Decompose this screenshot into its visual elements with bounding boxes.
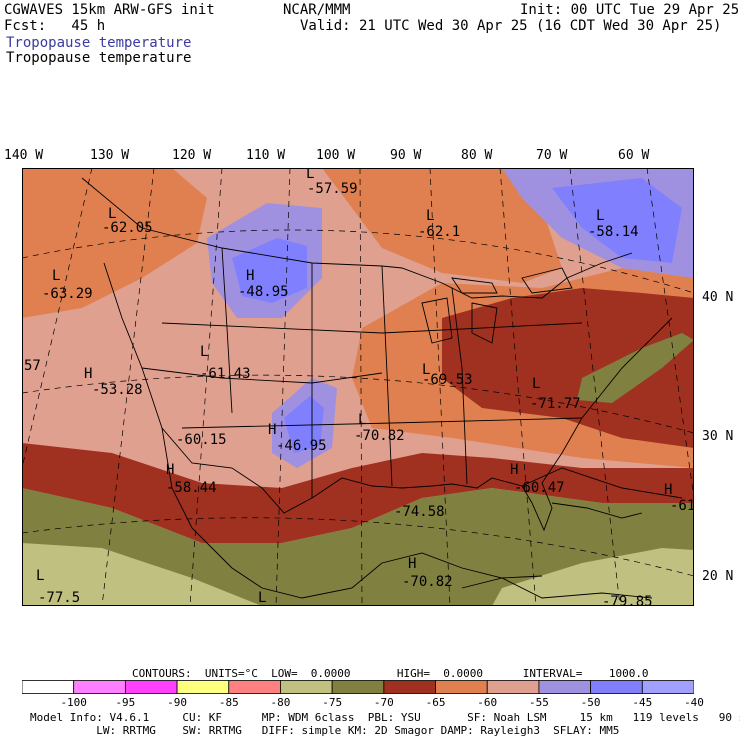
valid-time: Valid: 21 UTC Wed 30 Apr 25 (16 CDT Wed … xyxy=(300,18,722,34)
org-label: NCAR/MMM xyxy=(283,2,351,18)
tropopause-temperature-map: L -57.59 L -62.1 L -58.14 L -62.05 L -63… xyxy=(22,168,694,606)
init-time: Init: 00 UTC Tue 29 Apr 25 xyxy=(520,2,740,18)
center-label: L xyxy=(52,268,60,284)
shade-blue-nw xyxy=(232,238,307,303)
contours-info: CONTOURS: UNITS=°C LOW= 0.0000 HIGH= 0.0… xyxy=(132,667,649,680)
colorbar-label: -70 xyxy=(373,696,394,709)
center-value: -60.47 xyxy=(514,480,565,496)
center-label: L xyxy=(108,206,116,222)
center-value: -69.53 xyxy=(422,372,473,388)
center-value: -58.44 xyxy=(166,480,217,496)
center-value: -60.15 xyxy=(176,432,227,448)
center-value: -53.28 xyxy=(92,382,143,398)
lon-label: 70 W xyxy=(536,148,568,163)
shade-orange-north xyxy=(322,168,562,283)
lon-label: 140 W xyxy=(4,148,44,163)
center-value: -46.95 xyxy=(276,438,327,454)
colorbar-label: -90 xyxy=(167,696,187,709)
colorbar-label: -100 xyxy=(60,696,87,709)
center-value: -61.43 xyxy=(200,366,251,382)
lon-label: 60 W xyxy=(618,148,650,163)
center-value: -74.58 xyxy=(394,504,445,520)
center-label: L xyxy=(426,208,434,224)
center-value: -61 xyxy=(670,498,694,514)
center-label: L xyxy=(358,412,366,428)
center-value: -48.95 xyxy=(238,284,289,300)
center-value: -70.82 xyxy=(402,574,453,590)
colorbar-label: -40 xyxy=(684,696,704,709)
colorbar-label: -60 xyxy=(477,696,498,709)
colorbar-label: -55 xyxy=(528,696,549,709)
field-title-1: Tropopause temperature xyxy=(6,35,192,51)
shade-blue-ne xyxy=(552,178,682,263)
lon-label: 100 W xyxy=(316,148,356,163)
colorbar-swatch xyxy=(280,680,333,694)
center-label: L xyxy=(200,344,208,360)
center-label: H xyxy=(166,462,174,478)
model-info-line2: LW: RRTMG SW: RRTMG DIFF: simple KM: 2D … xyxy=(30,724,620,737)
colorbar xyxy=(22,680,694,694)
shade-darkred-ne xyxy=(442,288,694,448)
colorbar-label: -45 xyxy=(632,696,653,709)
lat-label: 30 N xyxy=(702,429,734,444)
shade-blue-tx xyxy=(284,396,324,453)
shade-khaki-sw xyxy=(22,543,262,606)
center-label: H xyxy=(664,482,672,498)
center-label: L xyxy=(422,362,430,378)
colorbar-swatch xyxy=(228,680,281,694)
center-label: L xyxy=(596,208,604,224)
center-value: -70.82 xyxy=(354,428,405,444)
center-value: -77.5 xyxy=(38,590,80,606)
colorbar-swatch xyxy=(176,680,230,694)
colorbar-swatch xyxy=(538,680,592,694)
shade-khaki-se xyxy=(492,548,694,606)
colorbar-label: -95 xyxy=(115,696,136,709)
shade-darkred-south xyxy=(22,443,694,543)
colorbar-label: -65 xyxy=(425,696,446,709)
center-value: -63.29 xyxy=(42,286,93,302)
center-label: H xyxy=(246,268,254,284)
center-label: H xyxy=(268,422,276,438)
field-title-2: Tropopause temperature xyxy=(6,50,192,66)
center-label: L xyxy=(306,168,314,182)
center-value: 57 xyxy=(24,358,41,374)
lon-label: 120 W xyxy=(172,148,212,163)
lon-label: 110 W xyxy=(246,148,286,163)
lon-label: 80 W xyxy=(461,148,493,163)
colorbar-swatch xyxy=(124,680,178,694)
center-label: H xyxy=(408,556,416,572)
center-value: -62.1 xyxy=(418,224,460,240)
center-value: -62.05 xyxy=(102,220,153,236)
model-title: CGWAVES 15km ARW-GFS init xyxy=(4,2,215,18)
colorbar-swatch xyxy=(486,680,540,694)
center-label: L xyxy=(258,590,266,606)
colorbar-swatch xyxy=(435,680,488,694)
center-label: L xyxy=(36,568,44,584)
lat-label: 20 N xyxy=(702,569,734,584)
center-label: L xyxy=(532,376,540,392)
colorbar-swatch xyxy=(22,680,75,694)
colorbar-swatch xyxy=(641,680,694,694)
lat-label: 40 N xyxy=(702,290,734,305)
colorbar-label: -50 xyxy=(580,696,601,709)
model-info-line1: Model Info: V4.6.1 CU: KF MP: WDM 6class… xyxy=(30,711,740,724)
center-value: -57.59 xyxy=(307,181,358,197)
lon-label: 90 W xyxy=(390,148,422,163)
center-label: H xyxy=(510,462,518,478)
colorbar-swatch xyxy=(590,680,643,694)
colorbar-label: -85 xyxy=(218,696,239,709)
lon-label: 130 W xyxy=(90,148,130,163)
forecast-hour: Fcst: 45 h xyxy=(4,18,106,34)
center-label: H xyxy=(84,366,92,382)
center-value: -79.85 xyxy=(602,594,653,606)
colorbar-swatch xyxy=(331,680,385,694)
colorbar-label: -75 xyxy=(322,696,343,709)
center-value: -71.77 xyxy=(530,396,581,412)
colorbar-swatch xyxy=(73,680,126,694)
colorbar-label: -80 xyxy=(270,696,291,709)
center-value: -58.14 xyxy=(588,224,639,240)
shade-orange-west xyxy=(22,168,207,318)
colorbar-swatch xyxy=(383,680,436,694)
shade-olive-ne xyxy=(577,333,694,403)
